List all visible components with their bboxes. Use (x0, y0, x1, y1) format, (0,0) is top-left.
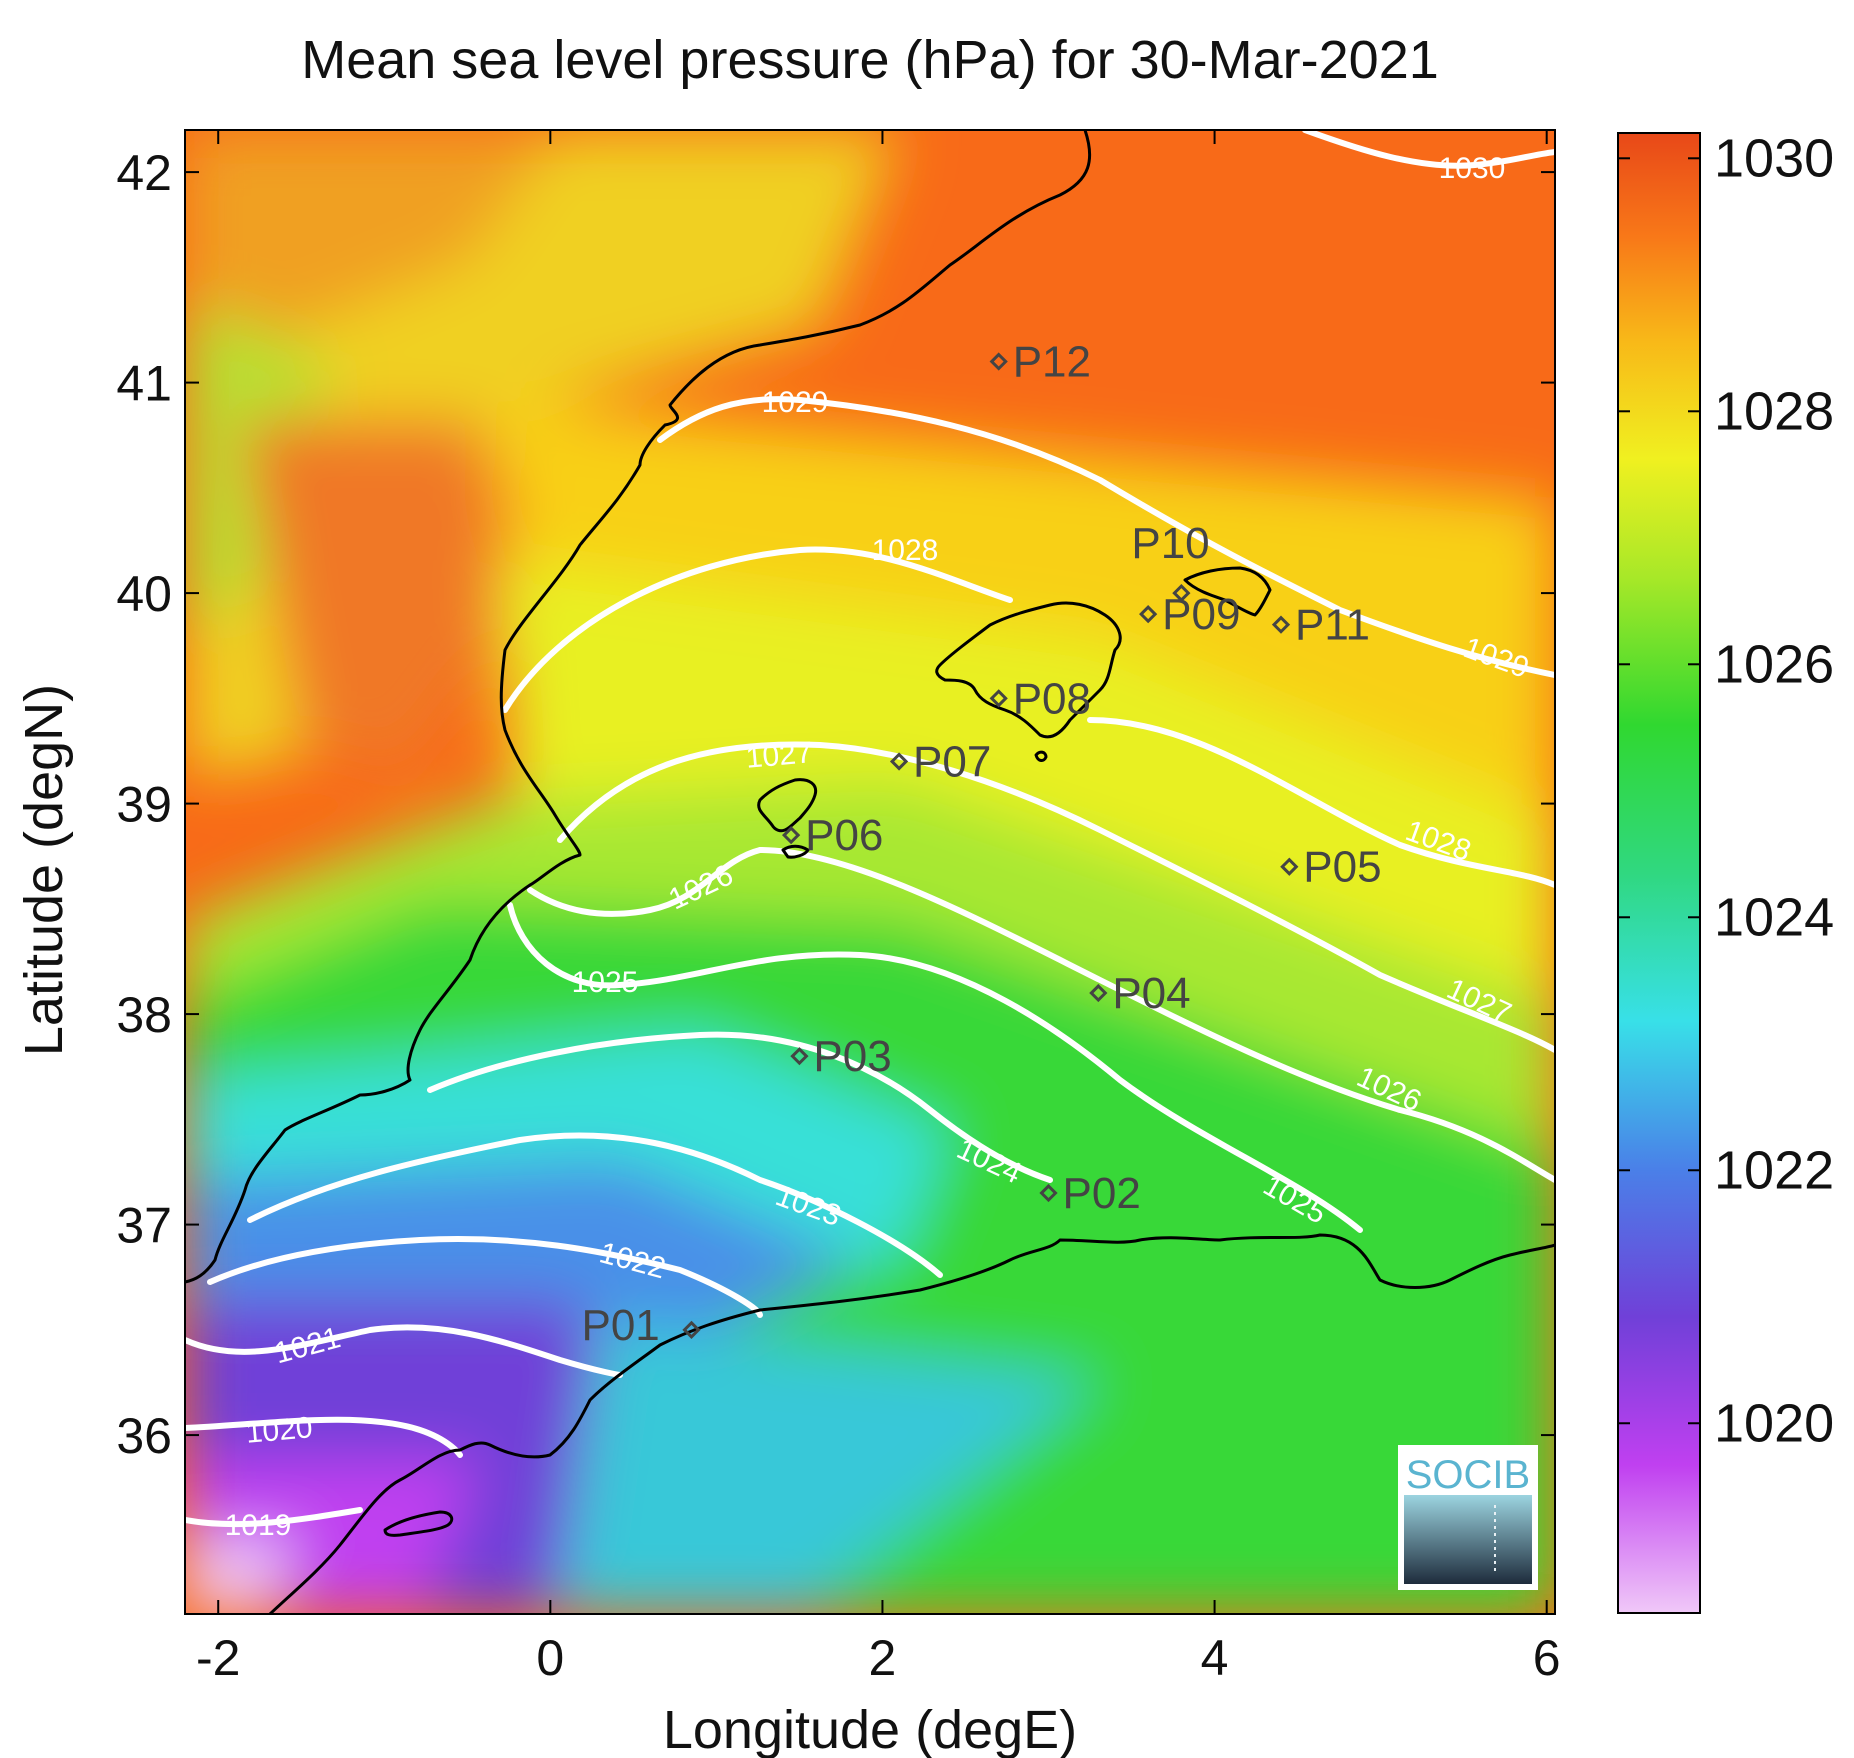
contour-1021 (185, 1324, 623, 1378)
colorbar-tick-label: 1026 (1714, 634, 1834, 694)
y-tick-label: 38 (116, 987, 172, 1043)
contour-label-1028-a: 1028 (872, 534, 939, 567)
island-ibiza (757, 778, 818, 833)
colorbar-tick-label: 1028 (1714, 381, 1834, 441)
y-tick-label: 39 (116, 777, 172, 833)
island-mallorca (935, 601, 1122, 739)
contour-label-1019: 1019 (225, 1509, 292, 1542)
y-tick-label: 37 (116, 1198, 172, 1254)
stations-layer: P01 P02 P03 P04 P05 P06 P07 P08 P09 P10 P11 P12 (581, 338, 1381, 1350)
station-marker (682, 1320, 701, 1339)
island-cabrera (1034, 750, 1048, 762)
station-label: P11 (1295, 601, 1370, 650)
contour-1029-north (657, 396, 1555, 678)
y-tick-label: 42 (116, 145, 172, 201)
contour-1027 (557, 741, 1555, 1053)
contour-1022 (207, 1236, 763, 1318)
x-axis-label: Longitude (degE) (663, 1700, 1077, 1758)
station-label: P07 (913, 737, 991, 786)
station-label: P03 (813, 1032, 891, 1081)
station-marker (1271, 615, 1291, 634)
socib-logo: SOCIB (1398, 1445, 1538, 1590)
logo-text: SOCIB (1406, 1453, 1530, 1497)
x-tick-label: 4 (1201, 1630, 1229, 1686)
island-alboran (383, 1510, 454, 1537)
y-axis-label: Latitude (degN) (14, 684, 74, 1056)
coastline-africa (268, 1233, 1555, 1614)
contour-1019 (185, 1507, 363, 1528)
station-marker (790, 1047, 809, 1066)
contour-1025 (507, 902, 1363, 1233)
station-marker (1139, 605, 1158, 624)
contour-label-1027-a: 1027 (744, 736, 813, 775)
y-axis-ticks: 36 37 38 39 40 41 42 (116, 145, 1555, 1464)
x-tick-label: -2 (196, 1630, 240, 1686)
station-label: P12 (1013, 338, 1091, 387)
island-menorca (1183, 566, 1272, 617)
island-formentera (781, 844, 810, 859)
station-marker (1172, 583, 1191, 603)
coastline-iberia (185, 130, 1092, 1284)
colorbar-tick-label: 1022 (1714, 1140, 1834, 1200)
contour-1024 (427, 1031, 1053, 1183)
contour-1030 (1302, 130, 1555, 169)
contour-1028-north (502, 546, 1013, 713)
contour-label-1020: 1020 (244, 1411, 313, 1450)
contour-1028-south (1087, 717, 1555, 888)
y-tick-label: 40 (116, 566, 172, 622)
station-label: P10 (1131, 519, 1209, 568)
station-label: P05 (1303, 843, 1381, 892)
station-label: P06 (805, 811, 883, 860)
contour-1023 (247, 1132, 943, 1278)
contour-label-1030: 1030 (1439, 152, 1506, 185)
station-marker (1039, 1183, 1058, 1203)
x-tick-label: 6 (1533, 1630, 1561, 1686)
contour-label-1029-a: 1029 (762, 386, 829, 419)
station-marker (989, 352, 1008, 371)
map-area: 1030 1029 1029 1028 1028 1027 1027 1026 … (185, 130, 1555, 1614)
x-axis-ticks: -2 0 2 4 6 (196, 130, 1561, 1686)
station-marker (1280, 857, 1299, 876)
contour-1026-west (527, 847, 763, 917)
colorbar (1617, 132, 1701, 1614)
contour-1020 (185, 1416, 463, 1458)
x-tick-label: 0 (536, 1630, 564, 1686)
y-tick-label: 36 (116, 1408, 172, 1464)
map-frame (184, 129, 1556, 1615)
station-marker (989, 689, 1008, 708)
chart-title: Mean sea level pressure (hPa) for 30-Mar… (301, 30, 1439, 90)
station-marker (1089, 983, 1108, 1003)
colorbar-tick-label: 1020 (1714, 1393, 1834, 1453)
colorbar-tick-label: 1024 (1714, 887, 1834, 947)
colorbar-ticks: 1020 1022 1024 1026 1028 1030 (1618, 128, 1834, 1453)
colorbar-tick-label: 1030 (1714, 128, 1834, 188)
x-tick-label: 2 (869, 1630, 897, 1686)
contour-1026-east (757, 847, 1555, 1183)
station-marker (889, 752, 909, 771)
contour-label-1025-a: 1025 (572, 966, 639, 999)
station-label: P08 (1013, 674, 1091, 723)
pressure-field (185, 130, 1555, 1614)
station-label: P09 (1162, 590, 1240, 639)
station-label: P01 (581, 1301, 659, 1350)
y-tick-label: 41 (116, 356, 172, 412)
station-label: P02 (1063, 1169, 1141, 1218)
station-marker (781, 826, 801, 845)
station-label: P04 (1112, 969, 1190, 1018)
